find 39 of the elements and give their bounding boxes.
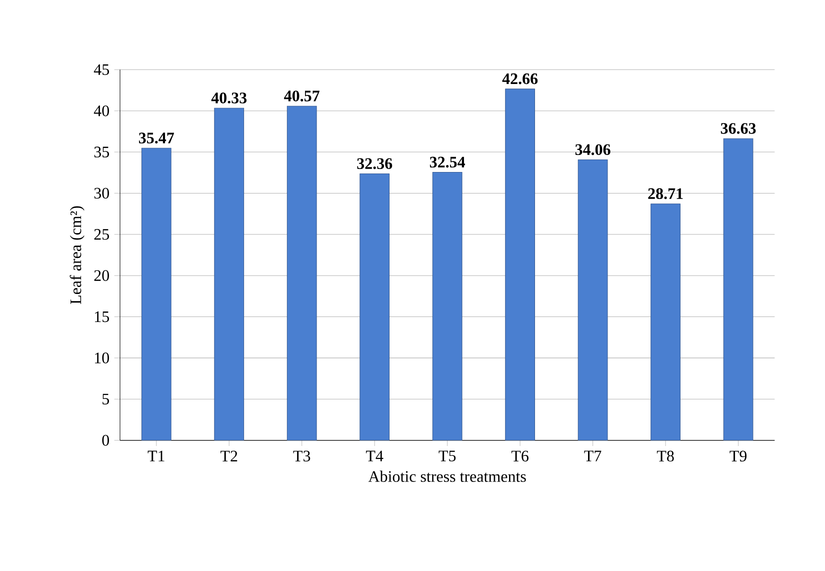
x-tick-label: T7 xyxy=(584,450,602,462)
y-tick-label: 45 xyxy=(94,64,109,75)
data-label: 32.54 xyxy=(430,156,466,168)
data-label: 40.33 xyxy=(211,92,247,104)
y-tick-label: 20 xyxy=(94,270,109,281)
y-tick-label: 0 xyxy=(102,434,109,446)
y-tick-label: 30 xyxy=(94,188,109,199)
x-tick-label: T8 xyxy=(656,450,674,462)
y-tick-label: 15 xyxy=(95,311,109,322)
bar xyxy=(360,174,390,440)
bar xyxy=(286,106,317,440)
y-tick-label: 40 xyxy=(94,105,109,116)
bar xyxy=(578,160,608,440)
y-axis-title: Leaf area (cm²) xyxy=(70,206,84,304)
data-label: 36.63 xyxy=(720,123,756,134)
x-tick-label: T1 xyxy=(148,450,164,462)
x-axis-title: Abiotic stress treatments xyxy=(368,470,526,482)
bar xyxy=(141,148,172,440)
data-label: 28.71 xyxy=(648,188,683,200)
data-label: 34.06 xyxy=(575,144,610,156)
data-label: 35.47 xyxy=(138,132,174,144)
x-tick-label: T9 xyxy=(730,450,747,462)
y-tick-label: 25 xyxy=(94,229,109,240)
bar xyxy=(505,88,536,440)
x-tick-label: T5 xyxy=(438,450,456,462)
x-tick-label: T6 xyxy=(511,450,528,462)
x-tick-label: T2 xyxy=(220,450,238,462)
y-tick-label: 5 xyxy=(102,394,109,404)
x-tick-label: T4 xyxy=(366,450,384,462)
y-tick-label: 10 xyxy=(95,352,109,364)
y-tick-label: 35 xyxy=(94,146,109,158)
data-label: 42.66 xyxy=(502,73,538,84)
data-label: 40.57 xyxy=(284,90,320,102)
x-tick-label: T3 xyxy=(293,450,310,462)
bar xyxy=(432,172,462,440)
bar xyxy=(214,108,244,440)
bar xyxy=(650,204,680,440)
data-label: 32.36 xyxy=(357,158,392,170)
bar xyxy=(723,138,754,440)
